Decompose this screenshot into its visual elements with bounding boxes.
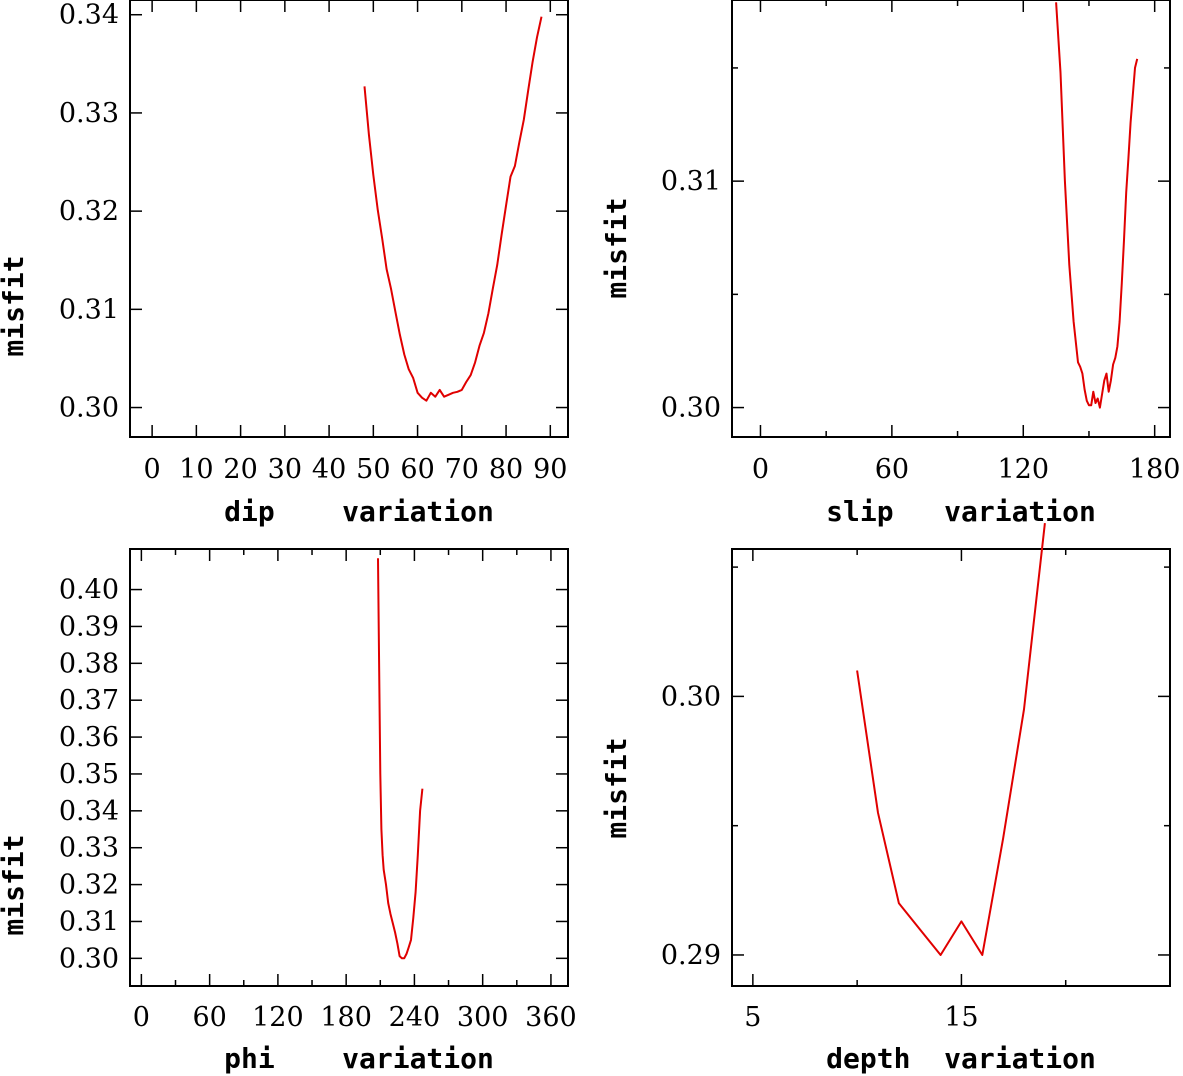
- depth-ytick-label: 0.30: [661, 681, 721, 712]
- phi-ytick-label: 0.33: [59, 833, 119, 864]
- dip-xtick-label: 20: [223, 454, 257, 485]
- slip-x-axis-label: slip variation: [826, 495, 1096, 528]
- panel-phi: 0 60 120 180 240 300 360 0.30 0.31 0.32 0.33 0.34 0.…: [0, 548, 577, 1075]
- phi-ytick-label: 0.39: [59, 611, 119, 642]
- phi-ytick-label: 0.34: [59, 796, 119, 827]
- phi-xtick-label: 60: [192, 1002, 226, 1033]
- slip-xtick-label: 60: [875, 454, 909, 485]
- phi-ytick-label: 0.35: [59, 759, 119, 790]
- depth-ytick-label: 0.29: [661, 940, 721, 971]
- dip-ytick-label: 0.34: [59, 0, 119, 31]
- slip-misfit-line: [1055, 2, 1139, 409]
- phi-y-axis-label: misfit: [0, 834, 30, 935]
- phi-ytick-label: 0.31: [59, 906, 119, 937]
- depth-xtick-label: 15: [944, 1002, 978, 1033]
- phi-xtick-label: 360: [525, 1002, 577, 1033]
- depth-axes-frame: [731, 548, 1171, 987]
- slip-y-axis-label: misfit: [600, 197, 633, 298]
- phi-ytick-label: 0.32: [59, 870, 119, 901]
- dip-xtick-label: 70: [445, 454, 479, 485]
- slip-xtick-label: 120: [997, 454, 1049, 485]
- slip-ytick-label: 0.30: [661, 393, 721, 424]
- dip-xtick-label: 60: [400, 454, 434, 485]
- panel-depth: 5 15 0.29 0.30 depth variation misfit: [600, 522, 1171, 1075]
- dip-axes-frame: [129, 0, 569, 438]
- phi-xtick-label: 0: [133, 1002, 150, 1033]
- dip-ytick-label: 0.32: [59, 196, 119, 227]
- phi-xtick-label: 300: [457, 1002, 509, 1033]
- dip-xtick-label: 50: [356, 454, 390, 485]
- depth-misfit-line: [856, 522, 1046, 956]
- dip-xtick-label: 40: [312, 454, 346, 485]
- phi-x-axis-label: phi variation: [224, 1042, 494, 1075]
- depth-y-axis-label: misfit: [600, 737, 633, 838]
- panel-dip: 0 10 20 30 40 50 60 70 80 90 0.30 0.31 0.32 0.33 0.34 d…: [0, 0, 569, 528]
- dip-y-axis-label: misfit: [0, 255, 30, 356]
- slip-xtick-label: 180: [1129, 454, 1181, 485]
- dip-ytick-label: 0.31: [59, 294, 119, 325]
- phi-ytick-label: 0.38: [59, 648, 119, 679]
- depth-x-axis-label: depth variation: [826, 1042, 1096, 1075]
- phi-ytick-label: 0.36: [59, 722, 119, 753]
- phi-xtick-label: 180: [320, 1002, 372, 1033]
- slip-axes-frame: [731, 0, 1171, 438]
- dip-xtick-label: 30: [268, 454, 302, 485]
- phi-ytick-label: 0.40: [59, 575, 119, 606]
- slip-xtick-label: 0: [752, 454, 769, 485]
- dip-x-axis-label: dip variation: [224, 495, 494, 528]
- dip-ytick-label: 0.33: [59, 98, 119, 129]
- phi-misfit-line: [377, 558, 424, 960]
- panel-slip: 0 60 120 180 0.30 0.31 slip variation misfit: [600, 0, 1180, 528]
- dip-misfit-line: [363, 16, 543, 402]
- dip-xtick-label: 10: [179, 454, 213, 485]
- dip-xtick-label: 90: [533, 454, 567, 485]
- phi-ytick-label: 0.37: [59, 685, 119, 716]
- dip-xtick-label: 80: [489, 454, 523, 485]
- depth-xtick-label: 5: [744, 1002, 761, 1033]
- phi-axes-frame: [129, 548, 569, 987]
- phi-ytick-label: 0.30: [59, 943, 119, 974]
- dip-xtick-label: 0: [144, 454, 161, 485]
- phi-xtick-label: 120: [252, 1002, 304, 1033]
- slip-ytick-label: 0.31: [661, 166, 721, 197]
- phi-xtick-label: 240: [389, 1002, 441, 1033]
- dip-ytick-label: 0.30: [59, 393, 119, 424]
